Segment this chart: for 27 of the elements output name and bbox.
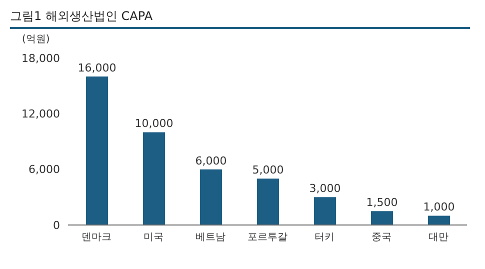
bar (371, 211, 393, 225)
y-tick-label: 6,000 (28, 163, 60, 176)
bar (86, 76, 108, 225)
x-tick-label: 덴마크 (82, 232, 112, 244)
x-tick-label: 베트남 (196, 232, 226, 244)
bar (200, 169, 222, 225)
data-label: 1,500 (366, 196, 398, 210)
bar (257, 178, 279, 225)
x-tick-label: 중국 (372, 232, 392, 244)
x-tick-label: 대만 (428, 232, 448, 244)
data-label: 16,000 (78, 62, 116, 75)
bar (428, 216, 450, 225)
bar (314, 197, 336, 225)
data-label: 10,000 (134, 117, 174, 130)
y-tick-label: 0 (53, 218, 60, 232)
y-axis-title: (억원) (22, 33, 50, 46)
y-tick-label: 18,000 (22, 52, 60, 65)
data-label: 6,000 (195, 154, 227, 168)
x-tick-label: 포르투갈 (248, 232, 288, 244)
data-label: 1,000 (423, 200, 455, 214)
data-label: 5,000 (252, 164, 284, 177)
x-tick-label: 미국 (144, 232, 164, 244)
data-label: 3,000 (309, 182, 341, 196)
y-tick-label: 12,000 (22, 108, 60, 121)
x-tick-label: 터키 (314, 232, 334, 244)
chart-title: 그림1 해외생산법인 CAPA (10, 8, 470, 29)
bar (143, 132, 165, 225)
